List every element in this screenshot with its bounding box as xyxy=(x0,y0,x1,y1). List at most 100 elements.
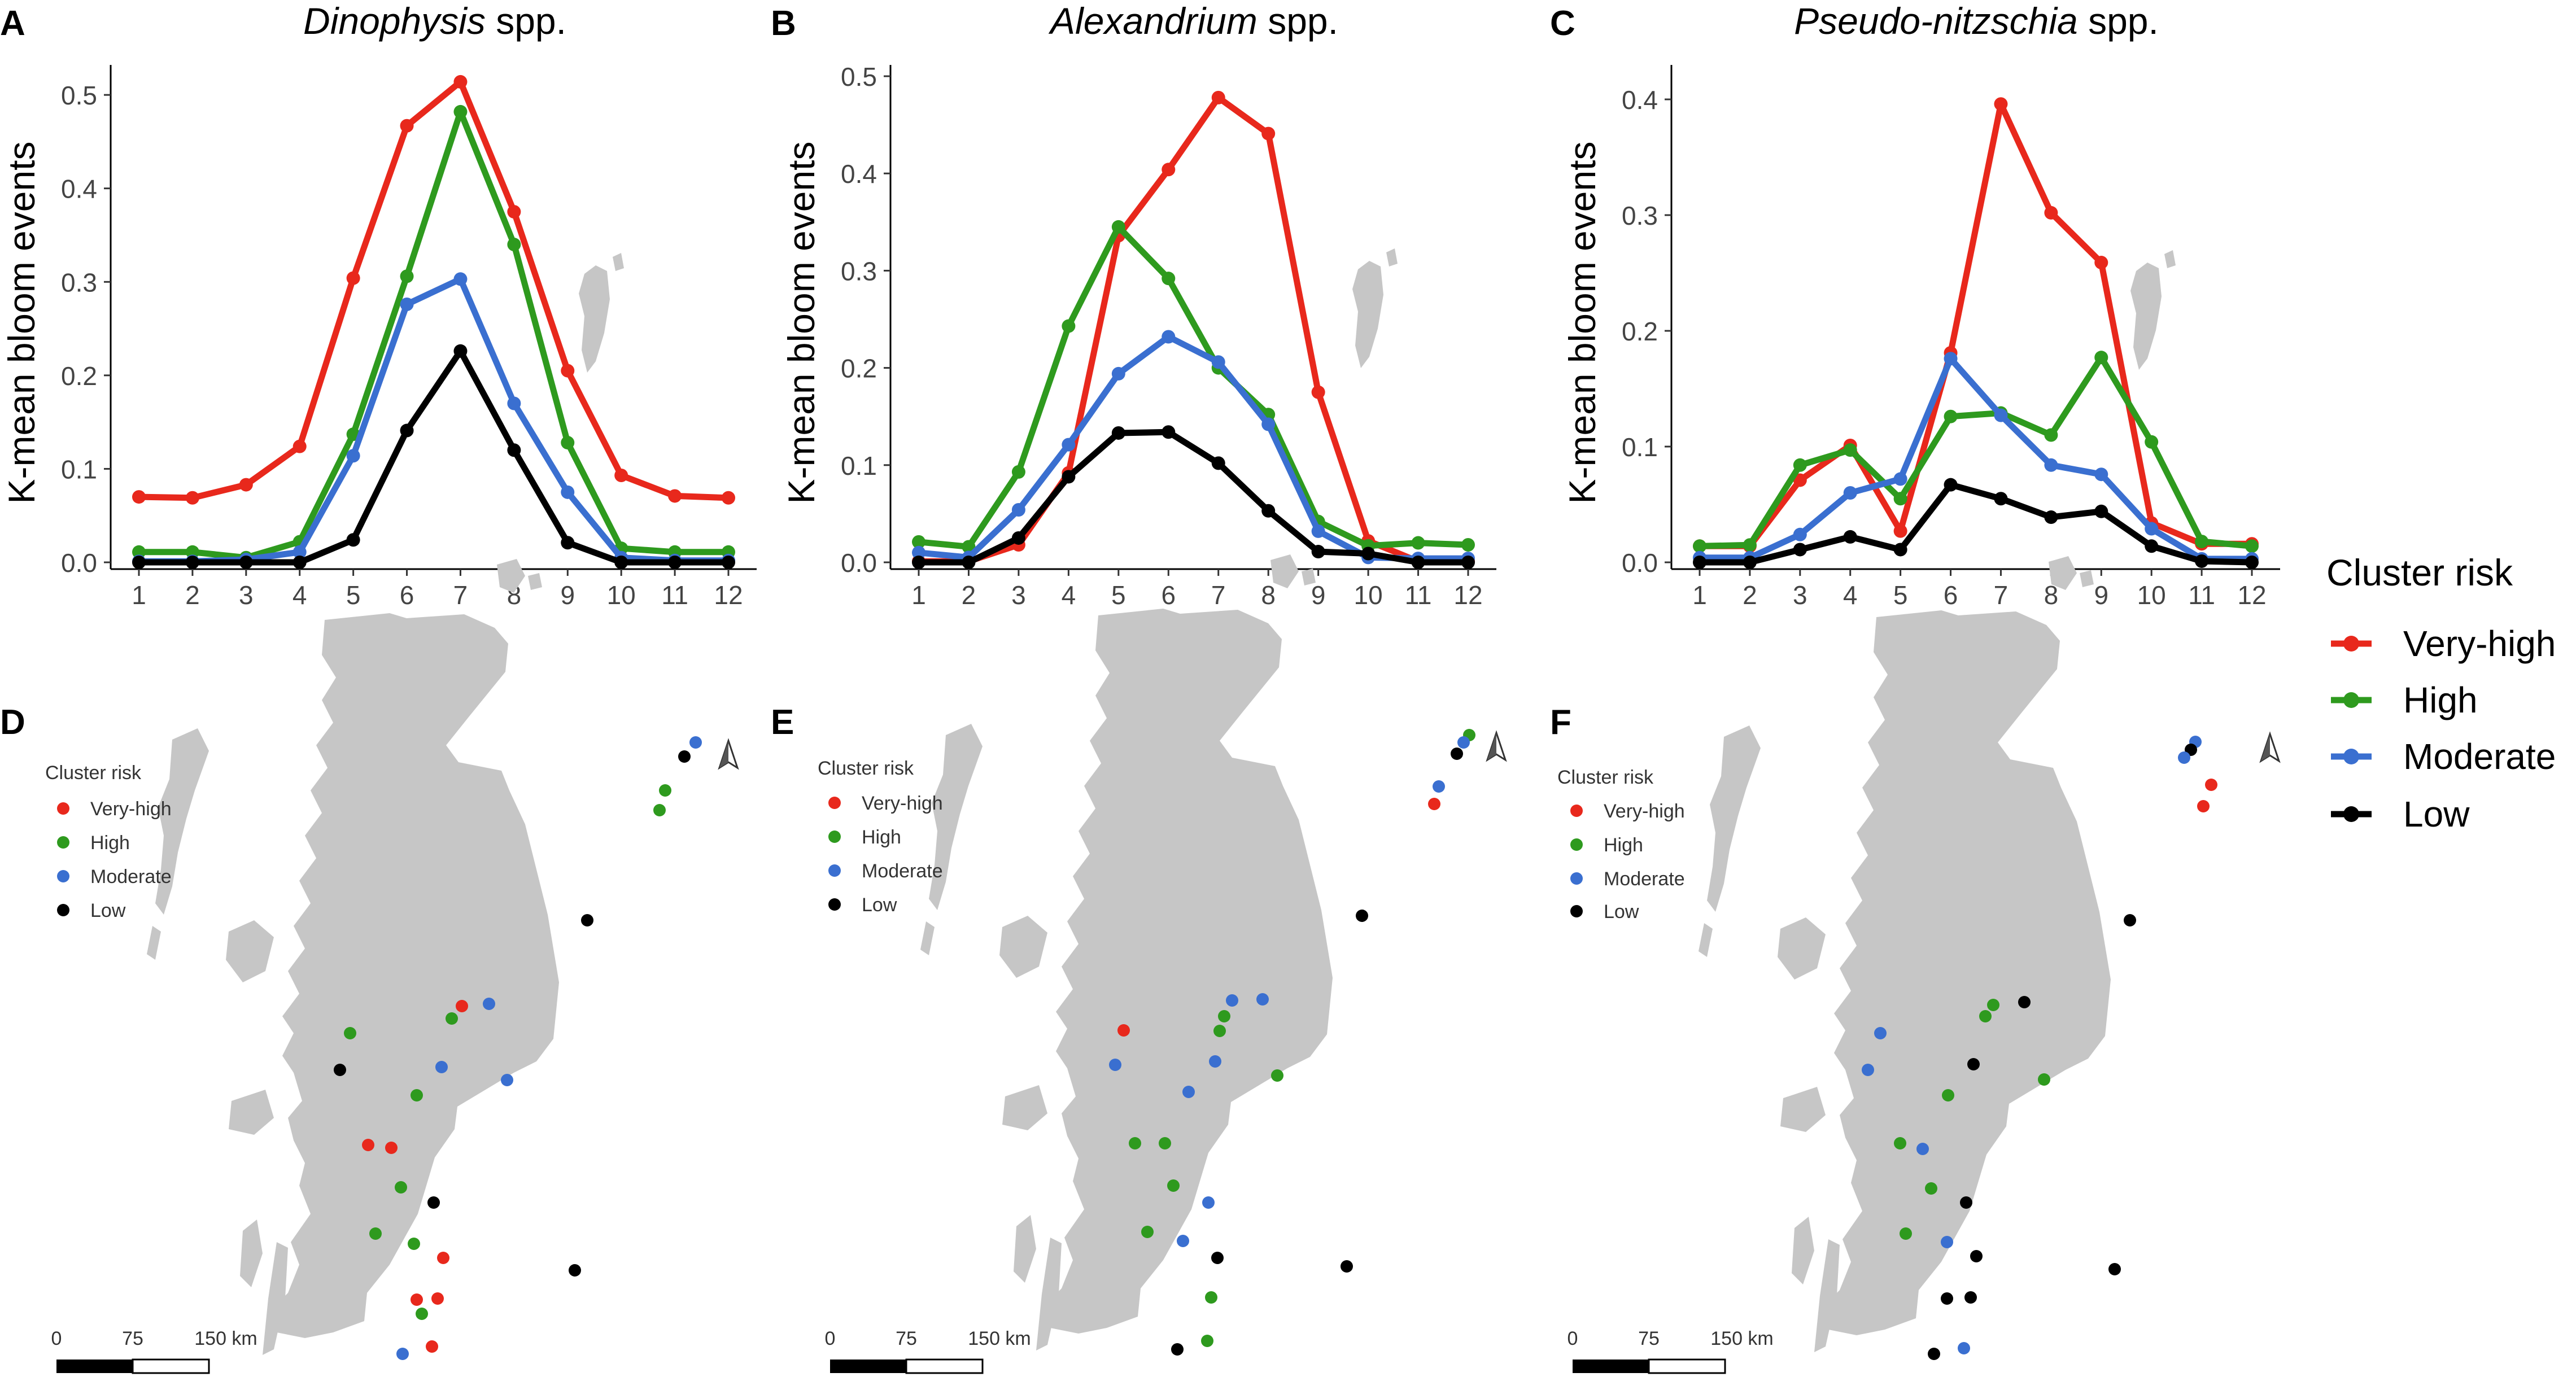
data-point-low xyxy=(1743,556,1757,569)
data-point-very-high xyxy=(132,490,146,504)
scale-label-0-d: 0 xyxy=(51,1328,62,1349)
site-marker xyxy=(678,750,691,763)
legend-dot-very-high xyxy=(2343,636,2359,652)
site-marker xyxy=(426,1340,438,1353)
data-point-low xyxy=(561,536,575,550)
series-line-moderate xyxy=(136,276,732,565)
data-point-low xyxy=(1994,492,2008,506)
site-marker xyxy=(581,914,593,926)
data-point-very-high xyxy=(2044,206,2058,220)
data-point-low xyxy=(962,556,976,569)
site-marker xyxy=(396,1348,409,1360)
chart-title: Dinophysis spp. xyxy=(303,0,566,42)
legend-label-moderate: Moderate xyxy=(2403,736,2556,777)
data-point-moderate xyxy=(1793,527,1807,541)
map-legend-label-very-high-d: Very-high xyxy=(90,798,172,820)
site-marker xyxy=(1356,910,1368,922)
data-point-high xyxy=(1461,538,1475,552)
x-tick-label: 12 xyxy=(2237,580,2266,610)
series-line-high xyxy=(1696,354,2255,549)
site-marker xyxy=(2108,1263,2121,1275)
site-marker xyxy=(1271,1069,1283,1082)
site-marker xyxy=(1117,1024,1130,1037)
data-point-very-high xyxy=(722,491,735,505)
map-sites-e xyxy=(1109,729,1475,1356)
x-tick-label: 5 xyxy=(1111,580,1126,610)
panel-label-d: D xyxy=(0,703,25,742)
chart-title: Pseudo-nitzschia spp. xyxy=(1794,0,2159,42)
site-marker xyxy=(483,998,495,1010)
data-point-moderate xyxy=(561,485,575,499)
north-arrow-d xyxy=(718,738,739,770)
data-point-low xyxy=(2094,504,2108,518)
x-tick-label: 9 xyxy=(560,580,575,610)
chart-alexandrium: Alexandrium spp.0.00.10.20.30.40.51 2 3 4 5 6… xyxy=(780,0,1496,655)
x-tick-label: 8 xyxy=(1261,580,1276,610)
x-tick-label: 3 xyxy=(1793,580,1807,610)
site-marker xyxy=(2038,1073,2050,1086)
x-tick-label: 1 xyxy=(132,580,146,610)
data-point-high xyxy=(1111,220,1125,234)
x-tick-label: 2 xyxy=(962,580,976,610)
data-point-moderate xyxy=(1011,503,1025,517)
data-point-low xyxy=(132,556,146,569)
x-tick-label: 2 xyxy=(1743,580,1757,610)
data-point-low xyxy=(1843,530,1857,544)
data-point-very-high xyxy=(1261,126,1276,141)
site-marker xyxy=(411,1089,423,1101)
site-marker xyxy=(1159,1137,1171,1149)
data-point-very-high xyxy=(1211,90,1225,104)
site-marker xyxy=(1218,1010,1230,1022)
site-marker xyxy=(1925,1182,1937,1195)
x-tick-label: 2 xyxy=(185,580,200,610)
site-marker xyxy=(2124,914,2136,926)
site-marker xyxy=(1958,1342,1970,1354)
y-tick-label: 0.5 xyxy=(61,81,97,110)
data-point-high xyxy=(2195,535,2209,549)
y-tick-label: 0.1 xyxy=(841,451,877,480)
legend-title: Cluster risk xyxy=(2326,552,2513,593)
chart-title: Alexandrium spp. xyxy=(1048,0,1338,42)
panel-label-a: A xyxy=(0,4,25,43)
data-point-low xyxy=(507,443,521,457)
site-marker xyxy=(411,1293,423,1306)
data-point-very-high xyxy=(1311,385,1325,399)
y-tick-label: 0.3 xyxy=(841,256,877,286)
site-marker xyxy=(1433,780,1445,793)
scale-label-0-e: 0 xyxy=(825,1328,836,1349)
site-marker xyxy=(1201,1335,1213,1347)
data-point-moderate xyxy=(1211,355,1225,369)
site-marker xyxy=(1894,1137,1906,1149)
site-marker xyxy=(1205,1291,1217,1304)
data-point-low xyxy=(239,556,253,569)
chart-title-genus: Dinophysis xyxy=(303,0,486,42)
map-legend-title-e: Cluster risk xyxy=(818,758,914,779)
site-marker xyxy=(1226,994,1238,1007)
data-point-low xyxy=(1062,470,1076,484)
map-legend-title-d: Cluster risk xyxy=(45,762,142,784)
map-legend-label-high-f: High xyxy=(1604,834,1643,856)
series-line-low xyxy=(136,348,732,566)
data-point-high xyxy=(1743,538,1757,552)
y-axis-label: K-mean bloom events xyxy=(780,142,822,504)
map-legend-label-very-high-f: Very-high xyxy=(1604,801,1685,822)
data-point-very-high xyxy=(668,489,682,503)
scale-label-150-e: 150 km xyxy=(968,1328,1031,1349)
site-marker xyxy=(456,1000,468,1012)
x-tick-label: 5 xyxy=(346,580,361,610)
map-legend-dot-low-f xyxy=(1570,905,1583,917)
map-legend-dot-very-high-d xyxy=(57,802,69,815)
x-tick-label: 9 xyxy=(2094,580,2108,610)
data-point-moderate xyxy=(1111,366,1125,381)
x-tick-label: 7 xyxy=(1994,580,2009,610)
x-tick-label: 4 xyxy=(292,580,307,610)
data-point-low xyxy=(400,423,414,438)
x-tick-label: 12 xyxy=(1453,580,1482,610)
map-legend-e: Cluster risk Very-high High Moderate Low xyxy=(818,758,943,916)
map-legend-dot-low-e xyxy=(828,898,841,911)
site-marker xyxy=(569,1264,581,1277)
data-point-very-high xyxy=(346,271,360,285)
legend-item-very-high: Very-high xyxy=(2331,623,2556,664)
legend-item-low: Low xyxy=(2331,794,2470,834)
